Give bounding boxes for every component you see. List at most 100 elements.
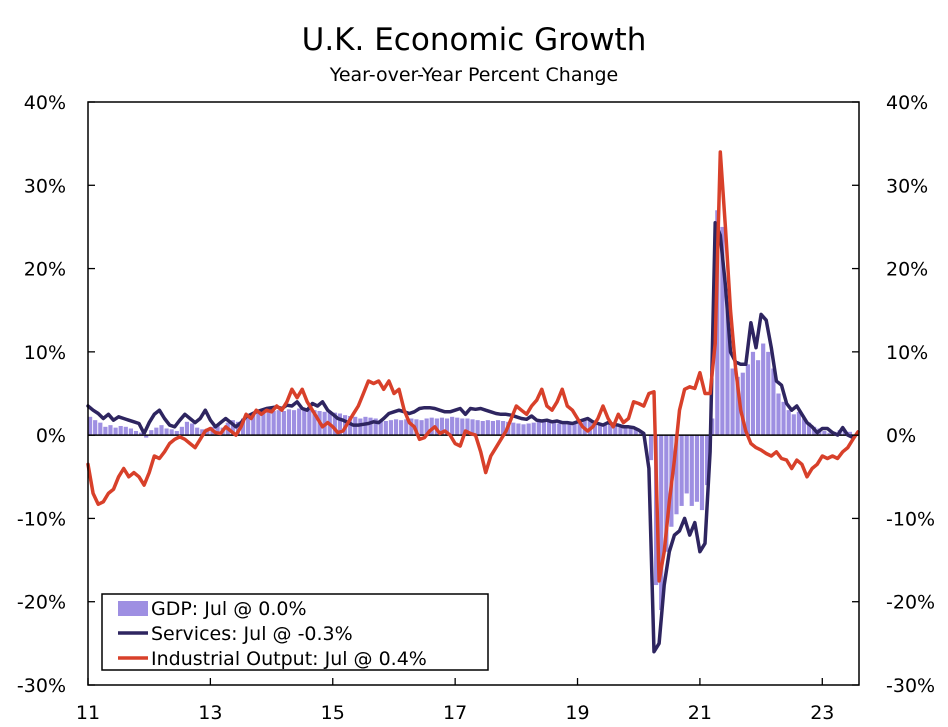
x-tick-label: 11: [76, 702, 100, 724]
y-tick-label-right: 20%: [886, 259, 928, 281]
gdp-bar: [261, 412, 266, 436]
gdp-bar: [618, 425, 623, 436]
gdp-bar: [439, 417, 445, 436]
x-tick-label: 17: [443, 702, 467, 724]
gdp-bar: [281, 410, 286, 436]
legend: GDP: Jul @ 0.0% Services: Jul @ -0.3% In…: [101, 593, 489, 671]
gdp-bar: [679, 435, 684, 506]
y-tick-label-left: -10%: [17, 508, 66, 530]
line-series: [86, 150, 860, 654]
gdp-bar: [276, 410, 281, 436]
services-line: [86, 221, 855, 654]
gdp-bar: [414, 419, 419, 436]
gdp-bar: [138, 432, 144, 436]
y-tick-label-right: -30%: [886, 675, 935, 697]
gdp-bar: [745, 364, 750, 436]
gdp-bar: [465, 418, 470, 436]
gdp-bar: [659, 435, 664, 611]
gdp-bar: [399, 420, 404, 436]
gdp-bar: [562, 424, 567, 436]
gdp-bar: [806, 422, 812, 436]
gdp-bar: [184, 421, 190, 436]
gdp-bar: [786, 410, 791, 436]
legend-gdp-swatch: [118, 601, 148, 616]
y-tick-label-left: 0%: [36, 425, 66, 447]
gdp-bar: [664, 435, 669, 552]
legend-services-label: Services: Jul @ -0.3%: [151, 623, 353, 645]
gdp-bar: [195, 427, 200, 436]
gdp-bar: [756, 360, 761, 436]
legend-gdp-label: GDP: Jul @ 0.0%: [151, 598, 307, 620]
gdp-bar: [307, 409, 312, 436]
gdp-bar: [735, 376, 740, 436]
gdp-bar: [521, 424, 526, 436]
gdp-bar: [93, 420, 98, 436]
gdp-bar: [648, 435, 654, 461]
gdp-bar: [240, 418, 246, 436]
legend-industrial-label: Industrial Output: Jul @ 0.4%: [151, 648, 427, 670]
plot-frame: [87, 101, 860, 686]
gdp-bar: [516, 423, 521, 436]
gdp-bar: [597, 423, 603, 436]
gdp-bar: [246, 416, 251, 436]
gdp-bar: [689, 435, 694, 506]
gdp-bar: [251, 415, 256, 436]
gdp-bar: [801, 418, 807, 436]
gdp-bar: [337, 413, 343, 436]
gdp-bar: [88, 416, 93, 436]
gdp-bar: [511, 422, 516, 436]
gdp-bar: [460, 418, 465, 436]
gdp-bar: [720, 226, 725, 436]
gdp-bar: [271, 410, 276, 436]
gdp-bar: [429, 417, 434, 436]
gdp-bar: [603, 425, 608, 436]
gdp-bar: [776, 393, 781, 436]
gdp-bar: [404, 419, 409, 436]
gdp-bar: [633, 428, 638, 436]
gdp-bar: [577, 421, 582, 436]
y-tick-label-right: 0%: [886, 425, 916, 447]
gdp-bar: [613, 425, 618, 436]
gdp-bar: [113, 427, 118, 436]
gdp-bar: [383, 420, 388, 436]
gdp-bar: [419, 420, 424, 436]
gdp-bar: [332, 412, 337, 436]
gdp-bar: [286, 409, 292, 436]
gdp-bar: [572, 422, 577, 436]
gdp-bar: [373, 418, 378, 436]
gdp-bar: [495, 420, 501, 436]
gdp-bar: [266, 411, 271, 436]
chart-subtitle: Year-over-Year Percent Change: [329, 64, 619, 86]
gdp-bar: [455, 417, 460, 436]
gdp-bar: [128, 428, 133, 436]
gdp-bar: [297, 408, 302, 436]
y-tick-label-right: -10%: [886, 508, 935, 530]
legend-box: [101, 593, 489, 671]
gdp-bar: [302, 410, 307, 436]
y-tick-label-left: 10%: [24, 342, 66, 364]
gdp-bar: [358, 418, 363, 436]
gdp-bar: [393, 419, 399, 436]
gdp-bar: [766, 351, 771, 436]
gdp-bar: [123, 426, 128, 436]
gdp-bar: [230, 420, 235, 436]
gdp-bar: [388, 420, 394, 436]
y-tick-label-left: 20%: [24, 259, 66, 281]
gdp-bar: [164, 428, 169, 436]
gdp-bar: [256, 413, 261, 436]
gdp-bar: [154, 427, 159, 436]
gdp-bar: [444, 418, 450, 436]
gdp-bar: [470, 419, 475, 436]
gdp-bar: [704, 435, 710, 486]
gdp-bar: [791, 414, 796, 436]
gdp-bar: [847, 431, 852, 436]
gdp-bar: [174, 430, 179, 436]
gdp-bar: [215, 425, 220, 436]
gdp-bar: [531, 422, 536, 436]
gdp-bar: [118, 425, 123, 436]
x-tick-label: 23: [810, 702, 834, 724]
y-tick-label-right: 30%: [886, 175, 928, 197]
gdp-bar: [684, 435, 689, 494]
gdp-bar: [623, 426, 628, 436]
gdp-bar: [312, 410, 317, 436]
